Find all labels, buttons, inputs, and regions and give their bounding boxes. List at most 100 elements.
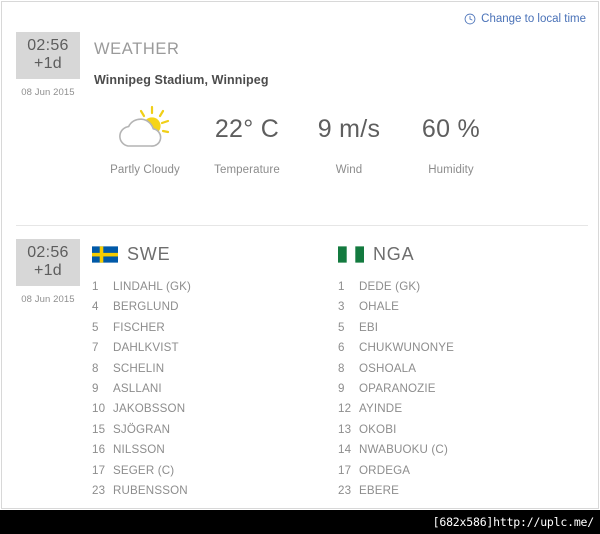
watermark-url: http://uplc.me/	[493, 515, 594, 529]
player-row: 8 OSHOALA	[338, 359, 454, 379]
player-number: 9	[338, 381, 345, 395]
lineups-day-offset: +1d	[33, 261, 63, 279]
player-number: 7	[92, 341, 99, 355]
player-name: EBERE	[359, 483, 400, 497]
player-number: 10	[92, 402, 106, 416]
player-number: 23	[92, 483, 106, 497]
player-number: 1	[92, 280, 99, 293]
player-number: 17	[338, 463, 352, 477]
watermark-bar	[0, 510, 600, 534]
player-name: ASLLANI	[113, 381, 162, 395]
player-number: 16	[92, 443, 106, 457]
lineups-date: 08 Jun 2015	[21, 293, 75, 305]
player-row: 17 ORDEGA	[338, 461, 454, 481]
player-row: 16 NILSSON	[92, 440, 191, 460]
watermark-text: [682x586]http://uplc.me/	[432, 511, 595, 533]
clock-icon	[464, 13, 476, 25]
team-code-swe: SWE	[127, 243, 171, 264]
team-header-swe: SWE	[92, 242, 191, 266]
section-divider	[16, 225, 588, 226]
partly-cloudy-icon	[119, 105, 170, 147]
weather-humidity-value: 60 %	[421, 115, 481, 143]
player-name: LINDAHL (GK)	[113, 280, 192, 293]
player-name: SJÖGRAN	[113, 422, 171, 436]
player-number: 4	[92, 300, 99, 314]
match-info-card: Change to local time 02:56 +1d 08 Jun 20…	[1, 1, 599, 509]
player-name: BERGLUND	[113, 300, 179, 314]
player-number: 8	[338, 361, 345, 375]
change-to-local-time-label: Change to local time	[481, 13, 586, 25]
weather-wind-label: Wind	[335, 164, 363, 176]
player-list-swe: 1 LINDAHL (GK) 4 BERGLUND 5 FISCHER 7 DAHLKV…	[92, 277, 191, 501]
weather-condition-stat: Partly Cloudy	[94, 102, 196, 176]
player-row: 23 RUBENSSON	[92, 481, 191, 501]
player-row: 12 AYINDE	[338, 399, 454, 419]
weather-time-column: 02:56 +1d 08 Jun 2015	[16, 32, 80, 98]
team-code-nga: NGA	[373, 243, 415, 264]
change-to-local-time-link[interactable]: Change to local time	[464, 13, 586, 25]
player-name: OSHOALA	[359, 361, 417, 375]
player-number: 9	[92, 381, 99, 395]
player-row: 10 JAKOBSSON	[92, 399, 191, 419]
weather-wind-value: 9 m/s	[317, 115, 381, 143]
player-name: SCHELIN	[113, 361, 165, 375]
player-number: 6	[338, 341, 345, 355]
weather-wind-stat: 9 m/s Wind	[298, 102, 400, 176]
player-name: NILSSON	[113, 443, 165, 457]
player-row: 14 NWABUOKU (C)	[338, 440, 454, 460]
player-name: DAHLKVIST	[113, 341, 179, 355]
player-number: 5	[92, 320, 99, 334]
player-row: 9 ASLLANI	[92, 379, 191, 399]
player-number: 13	[338, 422, 352, 436]
team-block-swe: SWE 1 LINDAHL (GK) 4 BERGLUND 5 FISCHER 7 DA…	[92, 242, 191, 501]
weather-stats: Partly Cloudy 22° C Temperature 9 m/s Wi…	[94, 102, 502, 176]
player-number: 1	[338, 280, 345, 293]
weather-condition-label: Partly Cloudy	[110, 164, 180, 176]
lineups-time-badge: 02:56 +1d	[16, 239, 80, 286]
player-name: OHALE	[359, 300, 400, 314]
player-row: 13 OKOBI	[338, 420, 454, 440]
player-name: OKOBI	[359, 422, 397, 436]
player-row: 1 DEDE (GK)	[338, 277, 454, 297]
player-name: DEDE (GK)	[359, 280, 421, 293]
weather-day-offset: +1d	[33, 54, 63, 72]
lineups-time-value: 02:56	[27, 244, 69, 261]
player-name: EBI	[359, 320, 379, 334]
player-row: 9 OPARANOZIE	[338, 379, 454, 399]
player-number: 15	[92, 422, 106, 436]
player-number: 14	[338, 443, 352, 457]
player-list-nga: 1 DEDE (GK) 3 OHALE 5 EBI 6 CHUKWUNONYE 8 OSH…	[338, 277, 454, 501]
player-row: 17 SEGER (C)	[92, 461, 191, 481]
player-row: 15 SJÖGRAN	[92, 420, 191, 440]
player-name: JAKOBSSON	[113, 402, 186, 416]
player-row: 1 LINDAHL (GK)	[92, 277, 191, 297]
team-block-nga: NGA 1 DEDE (GK) 3 OHALE 5 EBI 6 CHUKWUNONYE …	[338, 242, 454, 501]
player-number: 8	[92, 361, 99, 375]
player-name: ORDEGA	[359, 463, 411, 477]
player-name: AYINDE	[359, 402, 403, 416]
weather-date: 08 Jun 2015	[21, 86, 75, 98]
player-row: 5 FISCHER	[92, 318, 191, 338]
player-name: CHUKWUNONYE	[359, 341, 455, 355]
player-name: OPARANOZIE	[359, 381, 436, 395]
weather-temperature-value: 22° C	[214, 115, 280, 143]
weather-temperature-label: Temperature	[214, 164, 280, 176]
player-number: 17	[92, 463, 106, 477]
player-name: NWABUOKU (C)	[359, 443, 448, 457]
player-row: 23 EBERE	[338, 481, 454, 501]
team-header-nga: NGA	[338, 242, 454, 266]
player-row: 5 EBI	[338, 318, 454, 338]
weather-section-title: WEATHER	[94, 40, 180, 58]
player-name: FISCHER	[113, 320, 165, 334]
weather-temperature-stat: 22° C Temperature	[196, 102, 298, 176]
player-row: 6 CHUKWUNONYE	[338, 338, 454, 358]
player-row: 3 OHALE	[338, 297, 454, 317]
weather-venue: Winnipeg Stadium, Winnipeg	[94, 73, 269, 87]
weather-time-badge: 02:56 +1d	[16, 32, 80, 79]
watermark-dimensions: [682x586]	[432, 515, 494, 529]
player-number: 23	[338, 483, 352, 497]
player-name: RUBENSSON	[113, 483, 188, 497]
player-number: 12	[338, 402, 352, 416]
player-number: 5	[338, 320, 345, 334]
